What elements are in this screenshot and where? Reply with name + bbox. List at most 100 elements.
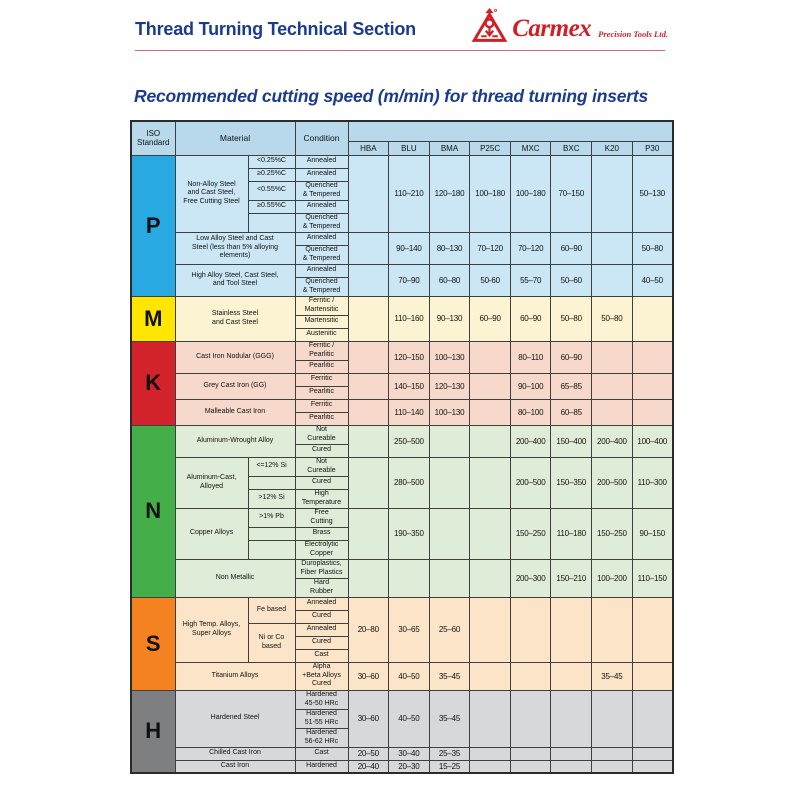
condition-cell: Hardened xyxy=(294,759,349,774)
header-material: Material xyxy=(174,120,296,156)
condition-cell: Cured xyxy=(294,609,349,624)
material-subspec-cell: >12% Si xyxy=(247,488,296,509)
speed-value-p30: 110–300 xyxy=(631,456,674,509)
material-subspec-cell: Fe based xyxy=(247,596,296,624)
speed-value-k20 xyxy=(591,689,633,748)
speed-value-p30 xyxy=(631,596,674,663)
condition-cell: Annealed xyxy=(294,622,349,637)
material-cell: Malleable Cast Iron xyxy=(174,398,296,426)
material-cell: Aluminum-Wrought Alloy xyxy=(174,424,296,458)
condition-cell: Alpha +Beta Alloys Cured xyxy=(294,661,349,691)
speed-value-mxc xyxy=(509,689,552,748)
speed-value-k20 xyxy=(591,231,633,265)
speed-value-blu: 110–210 xyxy=(388,154,430,233)
material-subspec-cell: >1% Pb xyxy=(247,507,296,528)
speed-value-bxc: 50–60 xyxy=(550,263,593,297)
speed-value-mxc xyxy=(509,661,552,691)
condition-cell: Quenched & Tempered xyxy=(294,212,349,233)
speed-value-bxc xyxy=(550,596,593,663)
table-row: Chilled Cast Iron Cast 20–50 30–40 25–35 xyxy=(131,746,674,761)
speed-value-blu: 40–50 xyxy=(388,661,430,691)
speed-value-k20: 100–200 xyxy=(591,558,633,598)
condition-cell: Hardened 45-50 HRc xyxy=(294,689,349,710)
material-cell: Non-Alloy Steel and Cast Steel, Free Cut… xyxy=(174,154,249,233)
header-grade-p30: P30 xyxy=(631,140,674,156)
material-cell: Cast Iron xyxy=(174,759,296,774)
speed-value-p30: 110–150 xyxy=(631,558,674,598)
material-cell: Hardened Steel xyxy=(174,689,296,748)
speed-value-bxc: 60–85 xyxy=(550,398,593,426)
material-subspec-cell xyxy=(247,475,296,490)
cutting-speed-table: ISO Standard Material Condition HBA BLU … xyxy=(130,120,674,774)
speed-value-p25c xyxy=(469,456,511,509)
table-row: Malleable Cast Iron Ferritic 110–140 100–13… xyxy=(131,398,674,426)
speed-value-hba: 20–50 xyxy=(347,746,390,761)
material-cell: Chilled Cast Iron xyxy=(174,746,296,761)
speed-value-bxc xyxy=(550,661,593,691)
speed-value-bxc: 150–210 xyxy=(550,558,593,598)
speed-value-p30: 100–400 xyxy=(631,424,674,458)
speed-value-p25c: 70–120 xyxy=(469,231,511,265)
speed-value-p25c xyxy=(469,759,511,774)
table-header: ISO Standard Material Condition HBA BLU … xyxy=(130,120,674,156)
condition-cell: Ferritic xyxy=(294,398,349,413)
material-cell: High Alloy Steel, Cast Steel, and Tool S… xyxy=(174,263,296,297)
condition-cell: High Temperature xyxy=(294,488,349,509)
speed-value-mxc: 70–120 xyxy=(509,231,552,265)
material-cell: Stainless Steel and Cast Steel xyxy=(174,295,296,342)
condition-cell: Annealed xyxy=(294,154,349,169)
speed-value-p30 xyxy=(631,689,674,748)
speed-value-blu: 20–30 xyxy=(388,759,430,774)
speed-value-blu: 40–50 xyxy=(388,689,430,748)
speed-value-p30 xyxy=(631,398,674,426)
speed-value-hba xyxy=(347,295,390,342)
speed-value-mxc: 80–100 xyxy=(509,398,552,426)
speed-value-bma: 90–130 xyxy=(428,295,471,342)
speed-value-mxc: 150–250 xyxy=(509,507,552,560)
table-body: P Non-Alloy Steel and Cast Steel, Free Cu… xyxy=(130,154,674,774)
speed-value-hba xyxy=(347,154,390,233)
iso-label-m: M xyxy=(130,295,176,342)
condition-cell: Pearlitic xyxy=(294,359,349,374)
speed-value-p25c xyxy=(469,424,511,458)
condition-cell: Austenitic xyxy=(294,327,349,342)
speed-value-p25c xyxy=(469,596,511,663)
iso-label-k: K xyxy=(130,340,176,426)
speed-value-hba xyxy=(347,456,390,509)
speed-value-bma: 25–60 xyxy=(428,596,471,663)
speed-value-bma: 35–45 xyxy=(428,661,471,691)
speed-value-bxc xyxy=(550,746,593,761)
table-row: P Non-Alloy Steel and Cast Steel, Free Cu… xyxy=(130,154,674,297)
speed-value-p25c xyxy=(469,340,511,374)
header-grade-bma: BMA xyxy=(428,140,471,156)
condition-cell: Cured xyxy=(294,443,349,458)
condition-cell: Ferritic / Martensitic xyxy=(294,295,349,316)
table-row: Aluminum-Cast, Alloyed <=12% Si Not Cureab… xyxy=(131,456,674,509)
header-divider xyxy=(135,50,665,51)
speed-value-p30 xyxy=(631,661,674,691)
brand-tagline: Precision Tools Ltd. xyxy=(598,29,668,39)
speed-value-p30 xyxy=(631,759,674,774)
speed-value-mxc xyxy=(509,746,552,761)
table-row: Non Metallic Duroplastics, Fiber Plastics… xyxy=(131,558,674,598)
speed-value-k20: 150–250 xyxy=(591,507,633,560)
material-subspec-cell xyxy=(247,212,296,233)
speed-value-hba xyxy=(347,372,390,400)
speed-value-bma: 25–35 xyxy=(428,746,471,761)
condition-cell: Quenched & Tempered xyxy=(294,244,349,265)
speed-value-hba: 20–40 xyxy=(347,759,390,774)
condition-cell: Not Cureable xyxy=(294,456,349,477)
speed-value-p30: 50–130 xyxy=(631,154,674,233)
speed-value-p25c xyxy=(469,507,511,560)
speed-value-bxc xyxy=(550,689,593,748)
speed-value-p25c: 50-60 xyxy=(469,263,511,297)
condition-cell: Quenched & Tempered xyxy=(294,180,349,201)
speed-value-bma xyxy=(428,558,471,598)
speed-value-mxc: 80–110 xyxy=(509,340,552,374)
speed-value-mxc: 55–70 xyxy=(509,263,552,297)
speed-value-bma: 120–130 xyxy=(428,372,471,400)
speed-value-bxc: 70–150 xyxy=(550,154,593,233)
speed-value-p25c xyxy=(469,661,511,691)
condition-cell: Annealed xyxy=(294,199,349,214)
speed-value-blu: 190–350 xyxy=(388,507,430,560)
